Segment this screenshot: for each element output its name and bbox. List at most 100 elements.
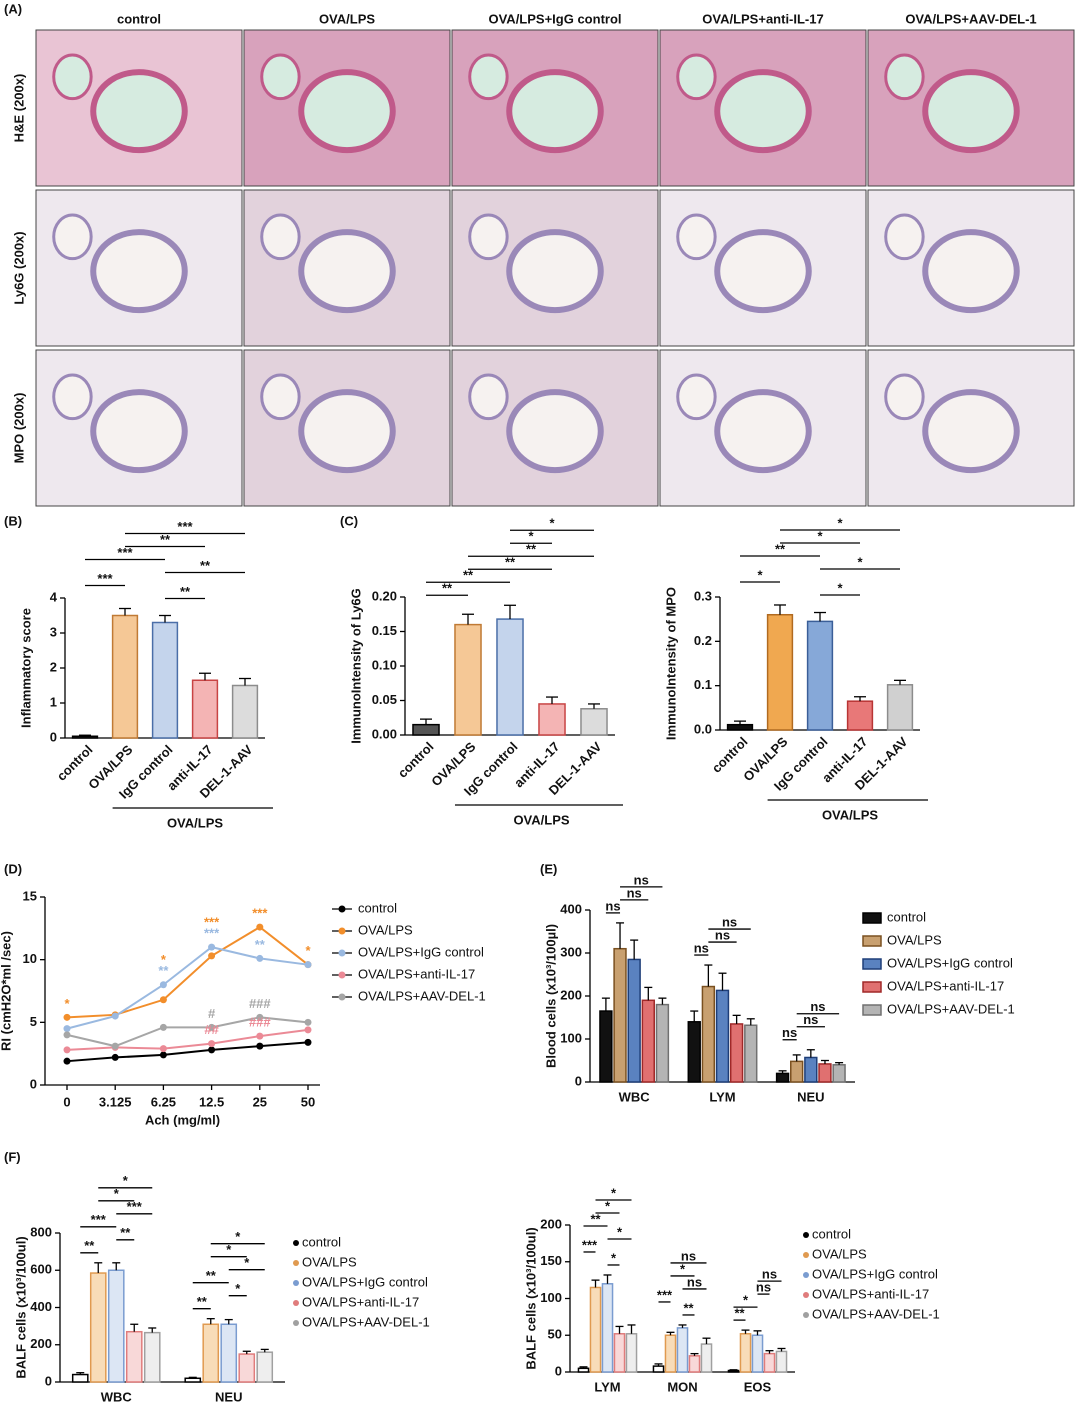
bar xyxy=(191,679,219,739)
y-tick-label: 0.15 xyxy=(372,623,397,638)
legend-marker xyxy=(293,1280,299,1286)
bar xyxy=(641,999,655,1083)
y-tick-label: 2 xyxy=(50,659,57,674)
y-tick-label: 100 xyxy=(560,1030,582,1045)
legend-label: control xyxy=(358,900,397,915)
significance-label: * xyxy=(743,1293,749,1308)
point xyxy=(63,1046,71,1054)
y-axis-label: Blood cells (x10³/100µl) xyxy=(543,924,558,1068)
row-label: Ly6G (200x) xyxy=(11,231,26,304)
significance-label: *** xyxy=(582,1237,598,1252)
airway-lumen xyxy=(52,53,93,101)
y-tick-label: 0 xyxy=(50,729,57,744)
x-tick-label: LYM xyxy=(594,1379,620,1394)
group-label: OVA/LPS xyxy=(822,807,878,822)
y-tick-label: 5 xyxy=(30,1014,37,1029)
legend-label: OVA/LPS+IgG control xyxy=(302,1274,428,1289)
bar xyxy=(184,1377,202,1383)
airway-lumen xyxy=(298,389,396,474)
bar xyxy=(143,1331,161,1383)
y-tick-label: 400 xyxy=(30,1299,52,1314)
significance-label: ** xyxy=(158,963,169,978)
point xyxy=(208,952,216,960)
significance-label: *** xyxy=(204,926,220,941)
bar xyxy=(71,1373,89,1383)
point xyxy=(159,1045,167,1053)
y-tick-label: 600 xyxy=(30,1262,52,1277)
column-header: OVA/LPS+IgG control xyxy=(488,11,621,26)
group-label: OVA/LPS xyxy=(513,812,569,827)
airway-lumen xyxy=(90,69,188,154)
point xyxy=(159,996,167,1004)
significance-label: * xyxy=(837,580,843,595)
x-tick-label: WBC xyxy=(619,1089,651,1104)
column-header: OVA/LPS+anti-IL-17 xyxy=(702,11,823,26)
airway-lumen xyxy=(506,69,604,154)
airway-lumen xyxy=(714,389,812,474)
airway-lumen xyxy=(468,53,509,101)
legend-label: control xyxy=(302,1234,341,1249)
legend-label: OVA/LPS+anti-IL-17 xyxy=(358,966,475,981)
point xyxy=(256,954,264,962)
bar xyxy=(496,618,524,736)
x-tick-label: 0 xyxy=(63,1094,70,1109)
significance-label: ns xyxy=(694,940,709,955)
series-line xyxy=(66,1041,309,1063)
y-tick-label: 0.20 xyxy=(372,588,397,603)
bar xyxy=(256,1351,274,1383)
airway-lumen xyxy=(90,389,188,474)
row-label: H&E (200x) xyxy=(11,74,26,143)
significance-label: ### xyxy=(249,1015,271,1030)
point xyxy=(304,961,312,969)
y-tick-label: 200 xyxy=(560,987,582,1002)
legend-label: OVA/LPS+IgG control xyxy=(358,944,484,959)
significance-label: * xyxy=(611,1250,617,1265)
significance-label: *** xyxy=(657,1287,673,1302)
airway-lumen xyxy=(506,229,604,314)
significance-label: * xyxy=(817,528,823,543)
column-header: OVA/LPS xyxy=(319,11,375,26)
bar xyxy=(700,1343,713,1373)
significance-label: ns xyxy=(756,1280,771,1295)
airway-lumen xyxy=(922,389,1020,474)
significance-label: ** xyxy=(255,937,266,952)
significance-label: ns xyxy=(681,1248,696,1263)
series-line xyxy=(66,1028,309,1051)
group-label: OVA/LPS xyxy=(167,815,223,830)
bar xyxy=(125,1330,143,1383)
airway-lumen xyxy=(884,373,925,421)
point xyxy=(208,943,216,951)
significance-label: ## xyxy=(204,1022,219,1037)
significance-label: ns xyxy=(810,999,825,1014)
legend-marker xyxy=(862,912,882,924)
bar xyxy=(751,1334,764,1373)
bar xyxy=(739,1333,752,1373)
point xyxy=(256,1032,264,1040)
y-axis-label: ImmunoIntensity of MPO xyxy=(663,587,678,740)
legend-marker xyxy=(803,1272,809,1278)
legend-marker xyxy=(338,949,346,957)
bar xyxy=(744,1024,758,1083)
airway-lumen xyxy=(714,69,812,154)
bar xyxy=(832,1064,846,1083)
legend-label: OVA/LPS+AAV-DEL-1 xyxy=(887,1001,1015,1016)
bar xyxy=(580,708,608,736)
significance-label: ns xyxy=(762,1267,777,1282)
bar xyxy=(701,985,716,1083)
y-tick-label: 100 xyxy=(540,1290,562,1305)
significance-label: * xyxy=(305,943,311,958)
bar xyxy=(676,1327,689,1373)
x-tick-label: LYM xyxy=(709,1089,735,1104)
y-tick-label: 200 xyxy=(540,1216,562,1231)
airway-lumen xyxy=(676,373,717,421)
bar xyxy=(613,947,627,1083)
column-header: OVA/LPS+AAV-DEL-1 xyxy=(905,11,1036,26)
significance-label: * xyxy=(617,1224,623,1239)
significance-label: * xyxy=(161,952,167,967)
bar xyxy=(806,620,834,731)
legend-label: OVA/LPS+AAV-DEL-1 xyxy=(812,1306,940,1321)
y-tick-label: 800 xyxy=(30,1224,52,1239)
point xyxy=(63,1031,71,1039)
significance-label: * xyxy=(605,1198,611,1213)
legend-label: OVA/LPS+anti-IL-17 xyxy=(302,1294,419,1309)
